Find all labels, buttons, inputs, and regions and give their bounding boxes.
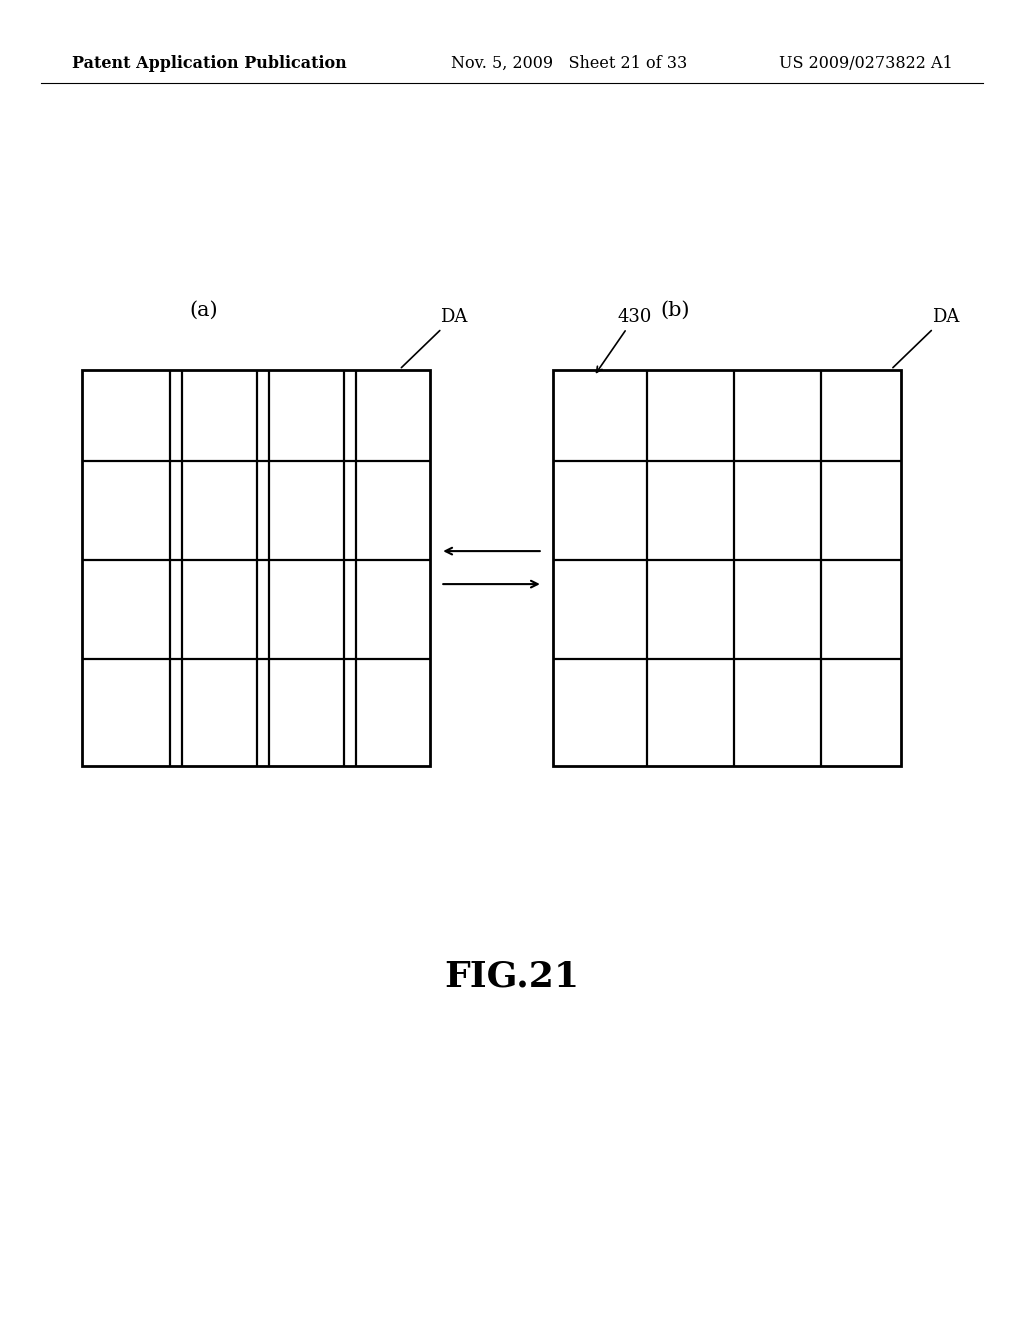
Text: Nov. 5, 2009   Sheet 21 of 33: Nov. 5, 2009 Sheet 21 of 33 (451, 55, 687, 71)
Text: DA: DA (893, 308, 959, 368)
Text: DA: DA (401, 308, 468, 368)
Text: 430: 430 (597, 308, 652, 372)
Text: FIG.21: FIG.21 (444, 960, 580, 994)
Text: US 2009/0273822 A1: US 2009/0273822 A1 (778, 55, 952, 71)
Bar (553, 370, 901, 766)
Text: (a): (a) (189, 301, 218, 319)
Text: (b): (b) (660, 301, 689, 319)
Bar (82, 370, 430, 766)
Text: Patent Application Publication: Patent Application Publication (72, 55, 346, 71)
